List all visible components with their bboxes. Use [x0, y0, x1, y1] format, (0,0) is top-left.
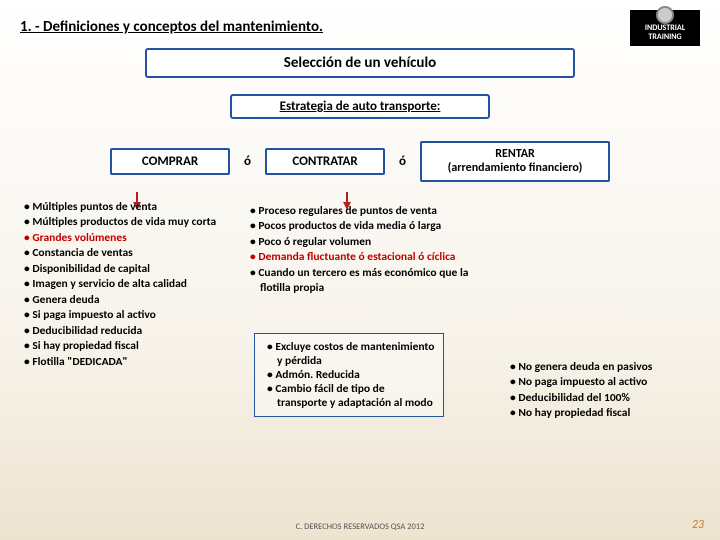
or-2: ó	[399, 154, 406, 169]
page-number: 23	[692, 518, 704, 532]
list-item: Disponibilidad de capital	[24, 262, 234, 278]
list-item: No paga impuesto al activo	[510, 375, 700, 391]
rentar-l2: (arrendamiento financiero)	[448, 161, 583, 175]
options-row: COMPRAR ó CONTRATAR ó RENTAR (arrendamie…	[0, 141, 720, 182]
option-comprar: COMPRAR	[110, 148, 230, 175]
list-item: Flotilla "DEDICADA"	[24, 355, 234, 371]
list-item: Pocos productos de vida media ó larga	[250, 219, 494, 235]
list-item: Proceso regulares de puntos de venta	[250, 204, 494, 220]
rentar-bullets: No genera deuda en pasivosNo paga impues…	[504, 360, 700, 422]
list-item: Si hay propiedad fiscal	[24, 339, 234, 355]
col-contratar-rentar: Proceso regulares de puntos de ventaPoco…	[244, 190, 494, 422]
strategy-box: Estrategia de auto transporte:	[230, 94, 490, 119]
rentar-l1: RENTAR	[495, 147, 535, 161]
list-item: Demanda fluctuante ó estacional ó cíclic…	[250, 250, 494, 266]
col-comprar: Múltiples puntos de ventaMúltiples produ…	[18, 190, 234, 422]
title-box: Selección de un vehículo	[145, 48, 575, 78]
list-item: Múltiples productos de vida muy corta	[24, 215, 234, 231]
list-item: Constancia de ventas	[24, 246, 234, 262]
list-item: Deducibilidad reducida	[24, 324, 234, 340]
list-item: Genera deuda	[24, 293, 234, 309]
list-item: No hay propiedad fiscal	[510, 406, 700, 422]
list-item: Cambio fácil de tipo de transporte y ada…	[267, 382, 435, 410]
list-item: Deducibilidad del 100%	[510, 391, 700, 407]
list-item: Cuando un tercero es más económico que l…	[250, 266, 494, 297]
list-item: Múltiples puntos de venta	[24, 200, 234, 216]
col-rentar: No genera deuda en pasivosNo paga impues…	[504, 190, 700, 422]
columns: Múltiples puntos de ventaMúltiples produ…	[0, 190, 720, 422]
contratar-lower-box: Excluye costos de mantenimiento y pérdid…	[254, 333, 444, 417]
footer-copyright: C. DERECHOS RESERVADOS QSA 2012	[0, 522, 720, 532]
list-item: Si paga impuesto al activo	[24, 308, 234, 324]
comprar-bullets: Múltiples puntos de ventaMúltiples produ…	[18, 200, 234, 371]
section-header: 1. - Definiciones y conceptos del manten…	[0, 0, 720, 42]
or-1: ó	[244, 154, 251, 169]
option-rentar: RENTAR (arrendamiento financiero)	[420, 141, 610, 182]
logo-badge: INDUSTRIAL TRAINING	[630, 10, 700, 46]
mid-bullets: Proceso regulares de puntos de ventaPoco…	[244, 204, 494, 297]
list-item: Imagen y servicio de alta calidad	[24, 277, 234, 293]
list-item: Grandes volúmenes	[24, 231, 234, 247]
list-item: Excluye costos de mantenimiento y pérdid…	[267, 340, 435, 368]
list-item: No genera deuda en pasivos	[510, 360, 700, 376]
list-item: Admón. Reducida	[267, 368, 435, 382]
list-item: Poco ó regular volumen	[250, 235, 494, 251]
option-contratar: CONTRATAR	[265, 148, 385, 175]
